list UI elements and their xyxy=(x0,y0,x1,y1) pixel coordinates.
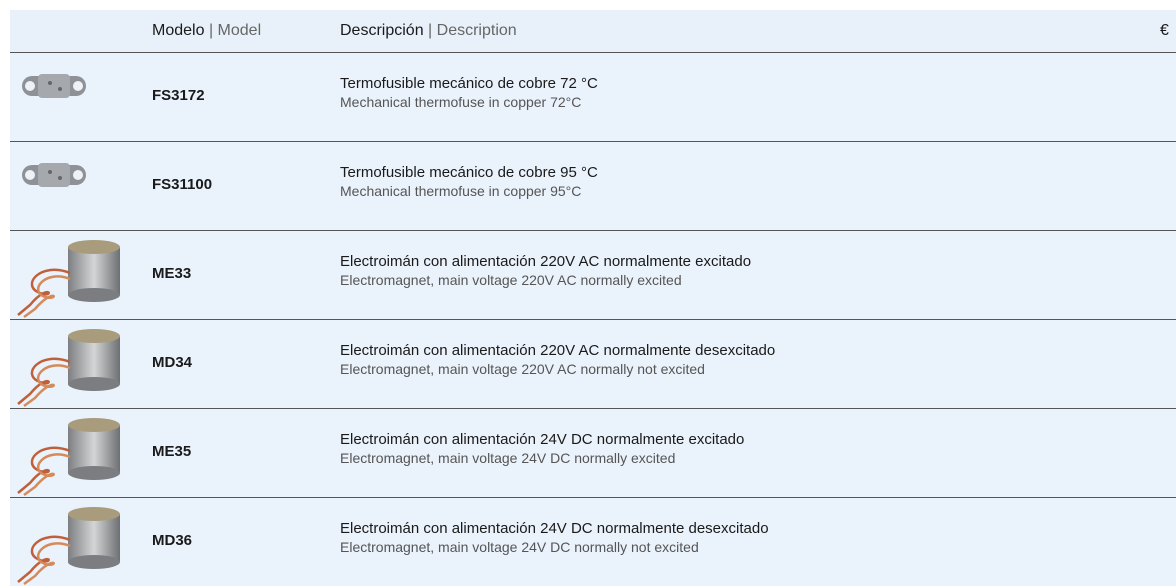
model-code: ME33 xyxy=(152,265,192,282)
description-es: Electroimán con alimentación 24V DC norm… xyxy=(340,431,745,448)
table-row: FS31100 Termofusible mecánico de cobre 95… xyxy=(10,141,1176,230)
description-en: Electromagnet, main voltage 220V AC norm… xyxy=(340,272,682,288)
description-en: Electromagnet, main voltage 220V AC norm… xyxy=(340,361,705,377)
model-code: FS3172 xyxy=(152,87,205,104)
product-image xyxy=(22,163,86,187)
description-es: Electroimán con alimentación 220V AC nor… xyxy=(340,253,752,270)
description-en: Electromagnet, main voltage 24V DC norma… xyxy=(340,539,699,555)
description-es: Electroimán con alimentación 24V DC norm… xyxy=(340,520,769,537)
model-code: MD36 xyxy=(152,532,193,549)
header-model-es: Modelo xyxy=(152,22,205,39)
description-es: Electroimán con alimentación 220V AC nor… xyxy=(340,342,776,359)
header-description-es: Descripción xyxy=(340,22,424,39)
header-model-en: | Model xyxy=(208,22,262,39)
product-image xyxy=(22,74,86,98)
model-code: MD34 xyxy=(152,354,193,371)
description-es: Termofusible mecánico de cobre 72 °C xyxy=(340,75,598,92)
table-row: FS3172 Termofusible mecánico de cobre 72 … xyxy=(10,52,1176,141)
model-code: ME35 xyxy=(152,443,192,460)
product-image xyxy=(17,418,120,497)
description-en: Electromagnet, main voltage 24V DC norma… xyxy=(340,450,676,466)
header-description: Descripción | Description xyxy=(340,22,517,40)
description-en: Mechanical thermofuse in copper 72°C xyxy=(340,94,582,110)
table-row: ME33 Electroimán con alimentación 220V AC… xyxy=(10,230,1176,319)
table-row: MD36 Electroimán con alimentación 24V DC … xyxy=(10,497,1176,586)
table-header: Modelo | Model Descripción | Description… xyxy=(10,10,1176,52)
product-image xyxy=(17,329,120,408)
product-image xyxy=(17,507,120,586)
description-es: Termofusible mecánico de cobre 95 °C xyxy=(340,164,598,181)
table-row: ME35 Electroimán con alimentación 24V DC … xyxy=(10,408,1176,497)
table-row: MD34 Electroimán con alimentación 220V AC… xyxy=(10,319,1176,408)
description-en: Mechanical thermofuse in copper 95°C xyxy=(340,183,582,199)
product-image xyxy=(17,240,120,319)
model-code: FS31100 xyxy=(152,176,213,193)
header-description-en: | Description xyxy=(428,22,517,39)
header-model: Modelo | Model xyxy=(152,22,261,40)
header-price: € xyxy=(1160,22,1169,39)
